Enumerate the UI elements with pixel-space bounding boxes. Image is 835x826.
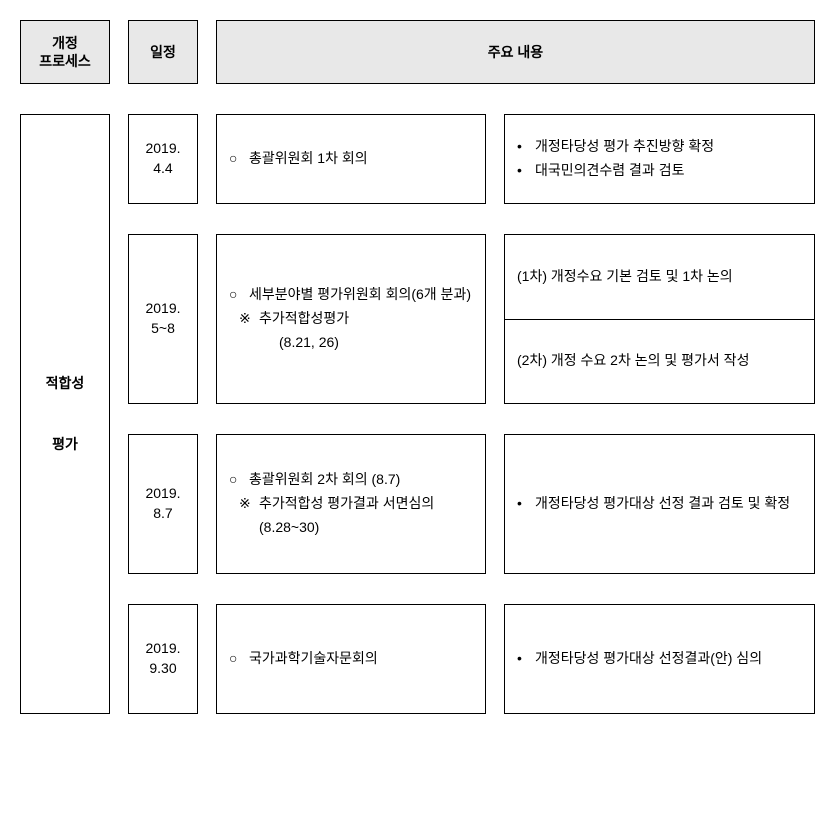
header-schedule-label: 일정 <box>150 42 176 62</box>
date-text: 2019. 4.4 <box>145 139 180 178</box>
date-text: 2019. 8.7 <box>145 484 180 523</box>
rows-column: 2019. 4.4 ○ 총괄위원회 1차 회의 •개정타당성 평가 추진방향 확… <box>128 114 815 714</box>
entry-row: 2019. 5~8 ○ 세부분야별 평가위원회 회의(6개 분과) ※ 추가적합… <box>128 234 815 404</box>
header-process-label: 개정 프로세스 <box>39 34 91 70</box>
detail-box: (2차) 개정 수요 2차 논의 및 평가서 작성 <box>504 320 815 405</box>
desc-box: ○ 총괄위원회 1차 회의 <box>216 114 486 204</box>
detail-box: •개정타당성 평가대상 선정결과(안) 심의 <box>504 604 815 714</box>
item-sub: (8.21, 26) <box>229 331 473 355</box>
body-row: 적합성 평가 2019. 4.4 ○ 총괄위원회 1차 회의 •개정 <box>20 114 815 714</box>
detail-column: •개정타당성 평가대상 선정 결과 검토 및 확정 <box>504 434 815 574</box>
detail-column: (1차) 개정수요 기본 검토 및 1차 논의 (2차) 개정 수요 2차 논의… <box>504 234 815 404</box>
entry-row: 2019. 9.30 ○ 국가과학기술자문회의 •개정타당성 평가대상 선정결과… <box>128 604 815 714</box>
desc-item: ※ 추가적합성 평가결과 서면심의(8.28~30) <box>229 492 473 540</box>
header-content-label: 주요 내용 <box>488 42 543 62</box>
item-text: 추가적합성 평가결과 서면심의(8.28~30) <box>259 492 473 540</box>
bullet-item: •개정타당성 평가대상 선정결과(안) 심의 <box>517 647 802 671</box>
detail-column: •개정타당성 평가대상 선정결과(안) 심의 <box>504 604 815 714</box>
item-text: 국가과학기술자문회의 <box>249 647 473 671</box>
item-text: 총괄위원회 1차 회의 <box>249 147 473 171</box>
item-mark: ○ <box>229 647 249 671</box>
entry-row: 2019. 8.7 ○ 총괄위원회 2차 회의 (8.7) ※ 추가적합성 평가… <box>128 434 815 574</box>
phase-label: 적합성 평가 <box>46 368 85 460</box>
item-text: 세부분야별 평가위원회 회의(6개 분과) <box>249 283 473 307</box>
desc-box: ○ 국가과학기술자문회의 <box>216 604 486 714</box>
detail-plain: (1차) 개정수요 기본 검토 및 1차 논의 <box>555 265 802 289</box>
detail-box: •개정타당성 평가대상 선정 결과 검토 및 확정 <box>504 434 815 574</box>
bullet-item: •대국민의견수렴 결과 검토 <box>517 159 802 183</box>
bullet-text: 개정타당성 평가대상 선정 결과 검토 및 확정 <box>535 492 802 516</box>
desc-item: ○ 총괄위원회 2차 회의 (8.7) <box>229 468 473 492</box>
bullet-item: •개정타당성 평가대상 선정 결과 검토 및 확정 <box>517 492 802 516</box>
desc-item: ○ 국가과학기술자문회의 <box>229 647 473 671</box>
header-row: 개정 프로세스 일정 주요 내용 <box>20 20 815 84</box>
date-box: 2019. 9.30 <box>128 604 198 714</box>
desc-box: ○ 총괄위원회 2차 회의 (8.7) ※ 추가적합성 평가결과 서면심의(8.… <box>216 434 486 574</box>
bullet-list: •개정타당성 평가대상 선정결과(안) 심의 <box>517 647 802 671</box>
item-mark: ※ <box>239 307 259 331</box>
item-mark: ○ <box>229 147 249 171</box>
date-box: 2019. 4.4 <box>128 114 198 204</box>
desc-item: ※ 추가적합성평가 <box>229 307 473 331</box>
detail-box: •개정타당성 평가 추진방향 확정 •대국민의견수렴 결과 검토 <box>504 114 815 204</box>
bullet-text: 개정타당성 평가대상 선정결과(안) 심의 <box>535 647 802 671</box>
item-mark: ○ <box>229 283 249 307</box>
bullet-list: •개정타당성 평가대상 선정 결과 검토 및 확정 <box>517 492 802 516</box>
detail-box: (1차) 개정수요 기본 검토 및 1차 논의 <box>504 234 815 320</box>
phase-label-box: 적합성 평가 <box>20 114 110 714</box>
entry-row: 2019. 4.4 ○ 총괄위원회 1차 회의 •개정타당성 평가 추진방향 확… <box>128 114 815 204</box>
bullet-list: •개정타당성 평가 추진방향 확정 •대국민의견수렴 결과 검토 <box>517 135 802 183</box>
bullet-text: 대국민의견수렴 결과 검토 <box>535 159 802 183</box>
bullet-item: •개정타당성 평가 추진방향 확정 <box>517 135 802 159</box>
item-mark: ○ <box>229 468 249 492</box>
process-diagram: 개정 프로세스 일정 주요 내용 적합성 평가 2019. 4.4 ○ 총괄위원… <box>20 20 815 714</box>
desc-item: ○ 세부분야별 평가위원회 회의(6개 분과) <box>229 283 473 307</box>
desc-item: ○ 총괄위원회 1차 회의 <box>229 147 473 171</box>
bullet-text: 개정타당성 평가 추진방향 확정 <box>535 135 802 159</box>
header-schedule: 일정 <box>128 20 198 84</box>
date-text: 2019. 5~8 <box>145 299 180 338</box>
detail-plain: (2차) 개정 수요 2차 논의 및 평가서 작성 <box>555 349 802 373</box>
header-process: 개정 프로세스 <box>20 20 110 84</box>
desc-box: ○ 세부분야별 평가위원회 회의(6개 분과) ※ 추가적합성평가 (8.21,… <box>216 234 486 404</box>
header-content: 주요 내용 <box>216 20 815 84</box>
date-box: 2019. 8.7 <box>128 434 198 574</box>
item-text: 총괄위원회 2차 회의 (8.7) <box>249 468 473 492</box>
date-text: 2019. 9.30 <box>145 639 180 678</box>
item-text: 추가적합성평가 <box>259 307 473 331</box>
detail-column: •개정타당성 평가 추진방향 확정 •대국민의견수렴 결과 검토 <box>504 114 815 204</box>
date-box: 2019. 5~8 <box>128 234 198 404</box>
item-mark: ※ <box>239 492 259 540</box>
